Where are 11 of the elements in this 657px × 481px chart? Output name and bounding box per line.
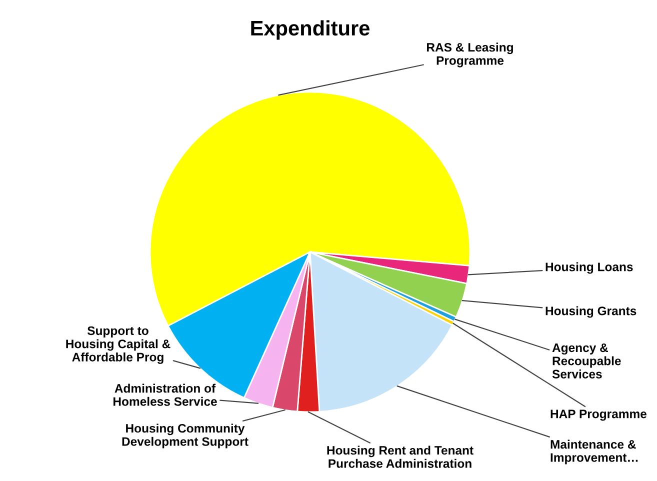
slice-label: Administration of Homeless Service bbox=[114, 384, 217, 406]
slice-label: Housing Grants bbox=[546, 306, 636, 318]
slice-label: Support to Housing Capital & Affordable Prog bbox=[66, 326, 170, 364]
chart-title: Expenditure bbox=[251, 20, 370, 40]
slice-label: Maintenance & Improvement… bbox=[550, 440, 638, 464]
slice-label: HAP Programme bbox=[550, 410, 646, 421]
slice-label: Housing Community Development Support bbox=[122, 424, 248, 448]
slice-label: RAS & Leasing Programme bbox=[427, 42, 513, 68]
slice-label: Housing Loans bbox=[546, 262, 633, 274]
slice-label: Agency & Recoupable Services bbox=[552, 343, 621, 378]
slice-label: Housing Rent and Tenant Purchase Administration bbox=[327, 446, 474, 468]
